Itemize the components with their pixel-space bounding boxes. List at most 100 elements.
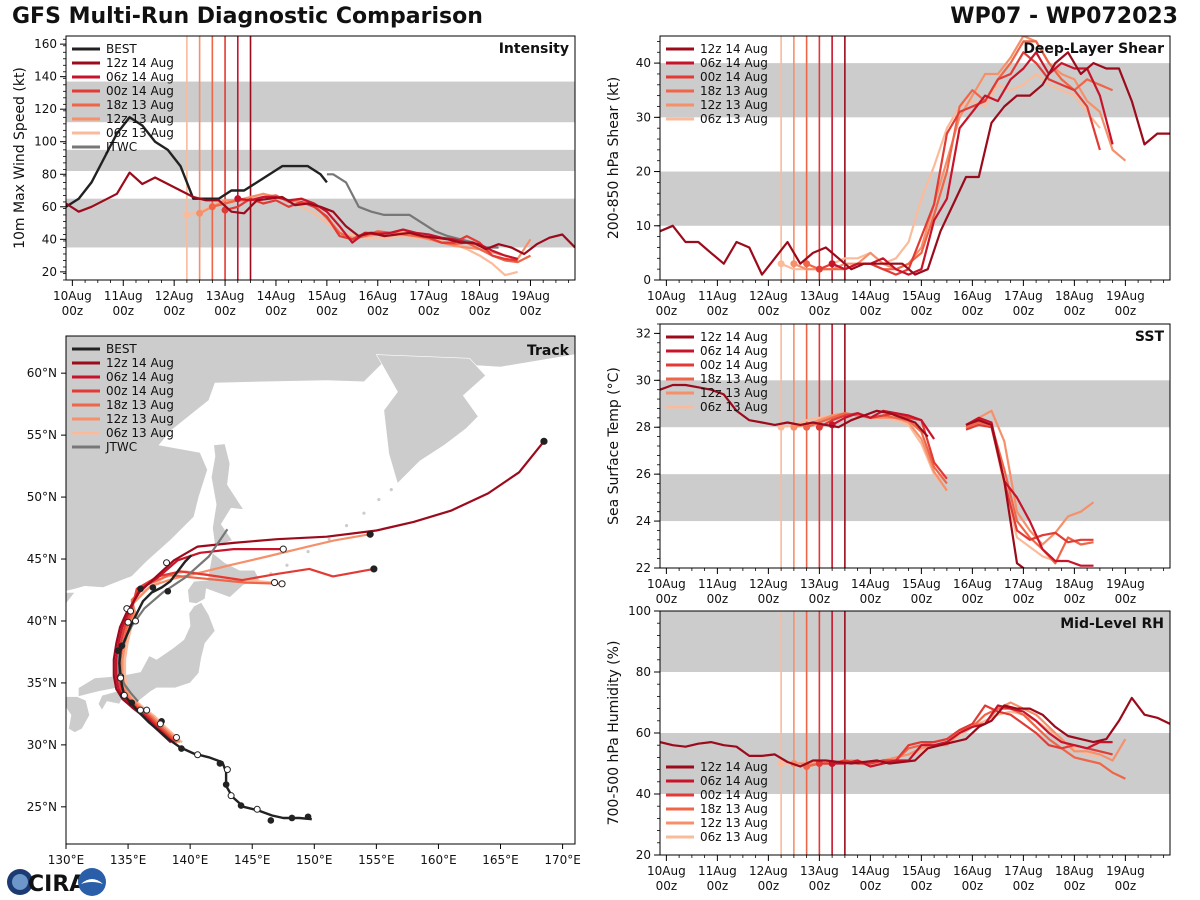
rh-legend-label: 12z 13 Aug [700,816,768,830]
rh-xtick-label: 00z [911,879,933,893]
shear-ytick-label: 10 [636,219,651,233]
track-legend-label: 12z 14 Aug [106,356,174,370]
track-marker-filled [222,781,230,788]
intensity-legend-label: BEST [106,42,137,56]
kyushu-shape [66,696,90,733]
sst-init-marker [790,423,798,431]
shear-series-line [793,36,1127,271]
rh-xtick-label: 00z [809,879,831,893]
track-endpoint-marker [370,565,378,573]
sst-xtick-label: 00z [962,592,984,606]
intensity-legend-label: 12z 14 Aug [106,56,174,70]
rh-band [660,611,1170,672]
sst-xtick-label: 13Aug [800,577,839,591]
track-marker-open [253,805,261,813]
shear-legend-label: 12z 14 Aug [700,42,768,56]
track-ytick-label: 55°N [27,428,57,442]
intensity-ylabel: 10m Max Wind Speed (kt) [12,67,28,249]
shear-xtick-label: 18Aug [1055,289,1094,303]
intensity-ytick-label: 80 [42,167,57,181]
rh-xtick-label: 00z [707,879,729,893]
track-xtick-label: 160°E [420,853,457,867]
rh-panel: 2040608010010Aug00z11Aug00z12Aug00z13Aug… [606,604,1171,893]
track-marker-filled [267,817,275,824]
sst-legend-label: 12z 14 Aug [700,330,768,344]
shear-xtick-label: 00z [1064,304,1086,318]
intensity-xtick-label: 00z [520,304,542,318]
intensity-init-marker [196,209,204,217]
sst-xtick-label: 14Aug [851,577,890,591]
kuril-island-shape [377,497,381,502]
intensity-xtick-label: 16Aug [358,289,397,303]
track-marker-filled [288,814,296,822]
sst-lines [660,383,1095,568]
rh-xtick-label: 13Aug [800,864,839,878]
rh-xtick-label: 11Aug [698,864,737,878]
rh-xtick-label: 17Aug [1004,864,1043,878]
rh-xtick-label: 10Aug [647,864,686,878]
sst-xtick-label: 11Aug [698,577,737,591]
sst-ytick-label: 30 [636,373,651,387]
rh-xtick-label: 00z [758,879,780,893]
rh-ytick-label: 20 [636,848,651,862]
intensity-xtick-label: 00z [469,304,491,318]
sst-ytick-label: 32 [636,326,651,340]
intensity-xtick-label: 12Aug [155,289,194,303]
rh-legend-label: 18z 13 Aug [700,802,768,816]
track-marker-open [117,674,125,682]
shear-xtick-label: 00z [962,304,984,318]
intensity-legend-label: 18z 13 Aug [106,98,174,112]
rh-legend-label: 06z 13 Aug [700,830,768,844]
intensity-xtick-label: 00z [214,304,236,318]
sst-init-marker [803,423,811,431]
track-series-line [121,533,371,744]
shear-init-marker [803,260,811,268]
sst-series-line [831,409,1094,567]
track-legend-label: JTWC [105,440,137,454]
intensity-xtick-label: 00z [112,304,134,318]
shear-panel: 01020304010Aug00z11Aug00z12Aug00z13Aug00… [606,35,1171,318]
kuril-island-shape [327,537,331,541]
intensity-xtick-label: 00z [163,304,185,318]
track-marker-open [127,607,135,615]
shear-legend-label: 00z 14 Aug [700,70,768,84]
track-xtick-label: 135°E [110,853,147,867]
sst-xtick-label: 00z [707,592,729,606]
track-frame [65,335,576,845]
shear-xtick-label: 00z [860,304,882,318]
track-legend-label: 12z 13 Aug [106,412,174,426]
sst-init-marker [815,423,823,431]
shear-legend-label: 06z 13 Aug [700,112,768,126]
track-ytick-label: 45°N [27,552,57,566]
intensity-lines [66,116,575,277]
shear-xtick-label: 00z [911,304,933,318]
track-marker-open [124,618,132,626]
track-marker-filled [304,813,312,821]
shear-xtick-label: 17Aug [1004,289,1043,303]
sst-xtick-label: 10Aug [647,577,686,591]
intensity-ytick-label: 120 [34,102,57,116]
sst-title: SST [1135,329,1165,345]
intensity-init-marker [183,211,191,219]
page-title: GFS Multi-Run Diagnostic Comparison [12,4,483,29]
track-endpoint-marker [540,437,548,445]
track-marker-open [227,792,235,800]
rh-xtick-label: 19Aug [1106,864,1145,878]
rh-xtick-label: 00z [860,879,882,893]
shear-ytick-label: 40 [636,56,651,70]
shear-legend-label: 18z 13 Aug [700,84,768,98]
track-xtick-label: 155°E [358,853,395,867]
intensity-init-marker [234,195,242,203]
track-lines [112,437,548,824]
intensity-xtick-label: 15Aug [308,289,347,303]
shear-xtick-label: 10Aug [647,289,686,303]
sst-legend-label: 06z 13 Aug [700,400,768,414]
rh-init-marker [777,760,785,767]
track-marker-filled [216,760,224,767]
track-xtick-label: 165°E [482,853,519,867]
shear-xtick-label: 14Aug [851,289,890,303]
shear-xtick-label: 00z [656,304,678,318]
rh-ylabel: 700-500 hPa Humidity (%) [606,641,622,826]
kuril-island-shape [389,488,393,492]
intensity-legend-label: 12z 13 Aug [106,112,174,126]
